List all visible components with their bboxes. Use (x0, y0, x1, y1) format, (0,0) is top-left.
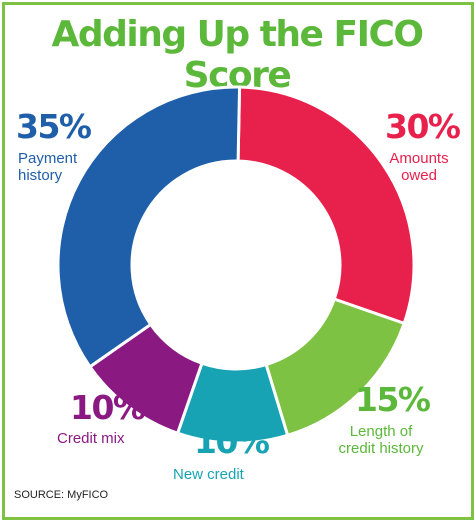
new-credit-label: New credit (173, 466, 244, 483)
payment-history-percent: 35% (16, 107, 92, 146)
amounts-owed-label-line2: owed (401, 167, 437, 184)
payment-history-label: Payment history (18, 150, 77, 184)
amounts-owed-label: Amounts owed (374, 150, 464, 184)
chart-title: Adding Up the FICO Score (51, 14, 424, 96)
length-of-credit-history-label-line2: credit history (338, 440, 424, 457)
amounts-owed-percent: 30% (385, 107, 461, 146)
length-of-credit-history-label: Length of credit history (318, 423, 444, 457)
payment-history-label-line1: Payment (18, 150, 78, 167)
payment-history-label-line2: history (18, 167, 63, 184)
new-credit-percent: 10% (194, 422, 270, 461)
source-note: SOURCE: MyFICO (14, 489, 109, 501)
length-of-credit-history-label-line1: Length of (349, 423, 413, 440)
amounts-owed-label-line1: Amounts (389, 150, 449, 167)
donut-slice-payment-history (56, 85, 242, 369)
donut-slice-amounts-owed (236, 85, 416, 326)
credit-mix-label: Credit mix (57, 430, 125, 447)
length-of-credit-history-percent: 15% (355, 380, 431, 419)
credit-mix-percent: 10% (70, 388, 146, 427)
